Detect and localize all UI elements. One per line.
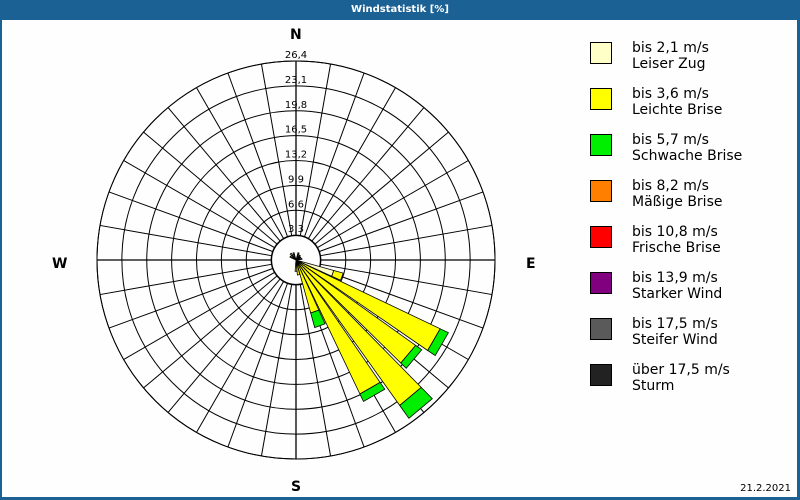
rose-petal-segment (298, 256, 302, 259)
legend-swatch (590, 180, 612, 202)
radial-tick-label: 9,9 (288, 174, 304, 185)
rose-petal-segment (289, 252, 294, 257)
legend-swatch (590, 364, 612, 386)
compass-west-label: W (52, 256, 68, 272)
legend-label: bis 3,6 m/s Leichte Brise (632, 86, 723, 118)
window-title: Windstatistik [%] (351, 4, 449, 15)
wind-rose-chart: 3,3 6,6 9,9 13,2 16,5 19,8 23,1 26,4 (96, 50, 496, 460)
radial-tick-label: 6,6 (288, 199, 304, 210)
radial-tick-label: 3,3 (288, 224, 304, 235)
legend-swatch (590, 42, 612, 64)
legend-swatch (590, 88, 612, 110)
rose-petal-segment (331, 270, 344, 281)
rose-petal-segment (292, 252, 295, 255)
rose-petal-segment (297, 252, 300, 255)
rose-petal-segment (295, 259, 297, 265)
radial-tick-label: 13,2 (285, 150, 307, 161)
legend-label: bis 17,5 m/s Steifer Wind (632, 316, 718, 348)
legend-swatch (590, 134, 612, 156)
date-label: 21.2.2021 (740, 483, 791, 494)
radial-tick-label: 23,1 (285, 75, 307, 86)
legend-swatch (590, 272, 612, 294)
rose-petal-segment (427, 328, 449, 357)
legend-label: bis 5,7 m/s Schwache Brise (632, 132, 743, 164)
radial-tick-label: 19,8 (285, 100, 307, 111)
legend-label: bis 13,9 m/s Starker Wind (632, 270, 723, 302)
chart-panel: 3,3 6,6 9,9 13,2 16,5 19,8 23,1 26,4 N E S W bi… (2, 20, 797, 497)
legend-label: bis 2,1 m/s Leiser Zug (632, 40, 709, 72)
legend-swatch (590, 318, 612, 340)
legend-label: bis 8,2 m/s Mäßige Brise (632, 178, 723, 210)
radial-tick-label: 26,4 (285, 50, 307, 61)
rose-petal-segment (298, 254, 301, 258)
rose-petal-segment (399, 386, 433, 419)
radial-tick-label: 16,5 (285, 125, 307, 136)
rose-petal-segment (310, 309, 326, 329)
rose-petal-segment (289, 255, 293, 259)
legend-label: über 17,5 m/s Sturm (632, 362, 730, 394)
legend-label: bis 10,8 m/s Frische Brise (632, 224, 721, 256)
rose-petal-segment (294, 263, 298, 272)
compass-south-label: S (291, 479, 302, 495)
rose-petal-segment (299, 258, 303, 261)
compass-north-label: N (290, 27, 302, 43)
rose-petal-segment (400, 344, 423, 369)
compass-east-label: E (526, 256, 536, 272)
legend-swatch (590, 226, 612, 248)
rose-petal-segment (359, 381, 386, 403)
